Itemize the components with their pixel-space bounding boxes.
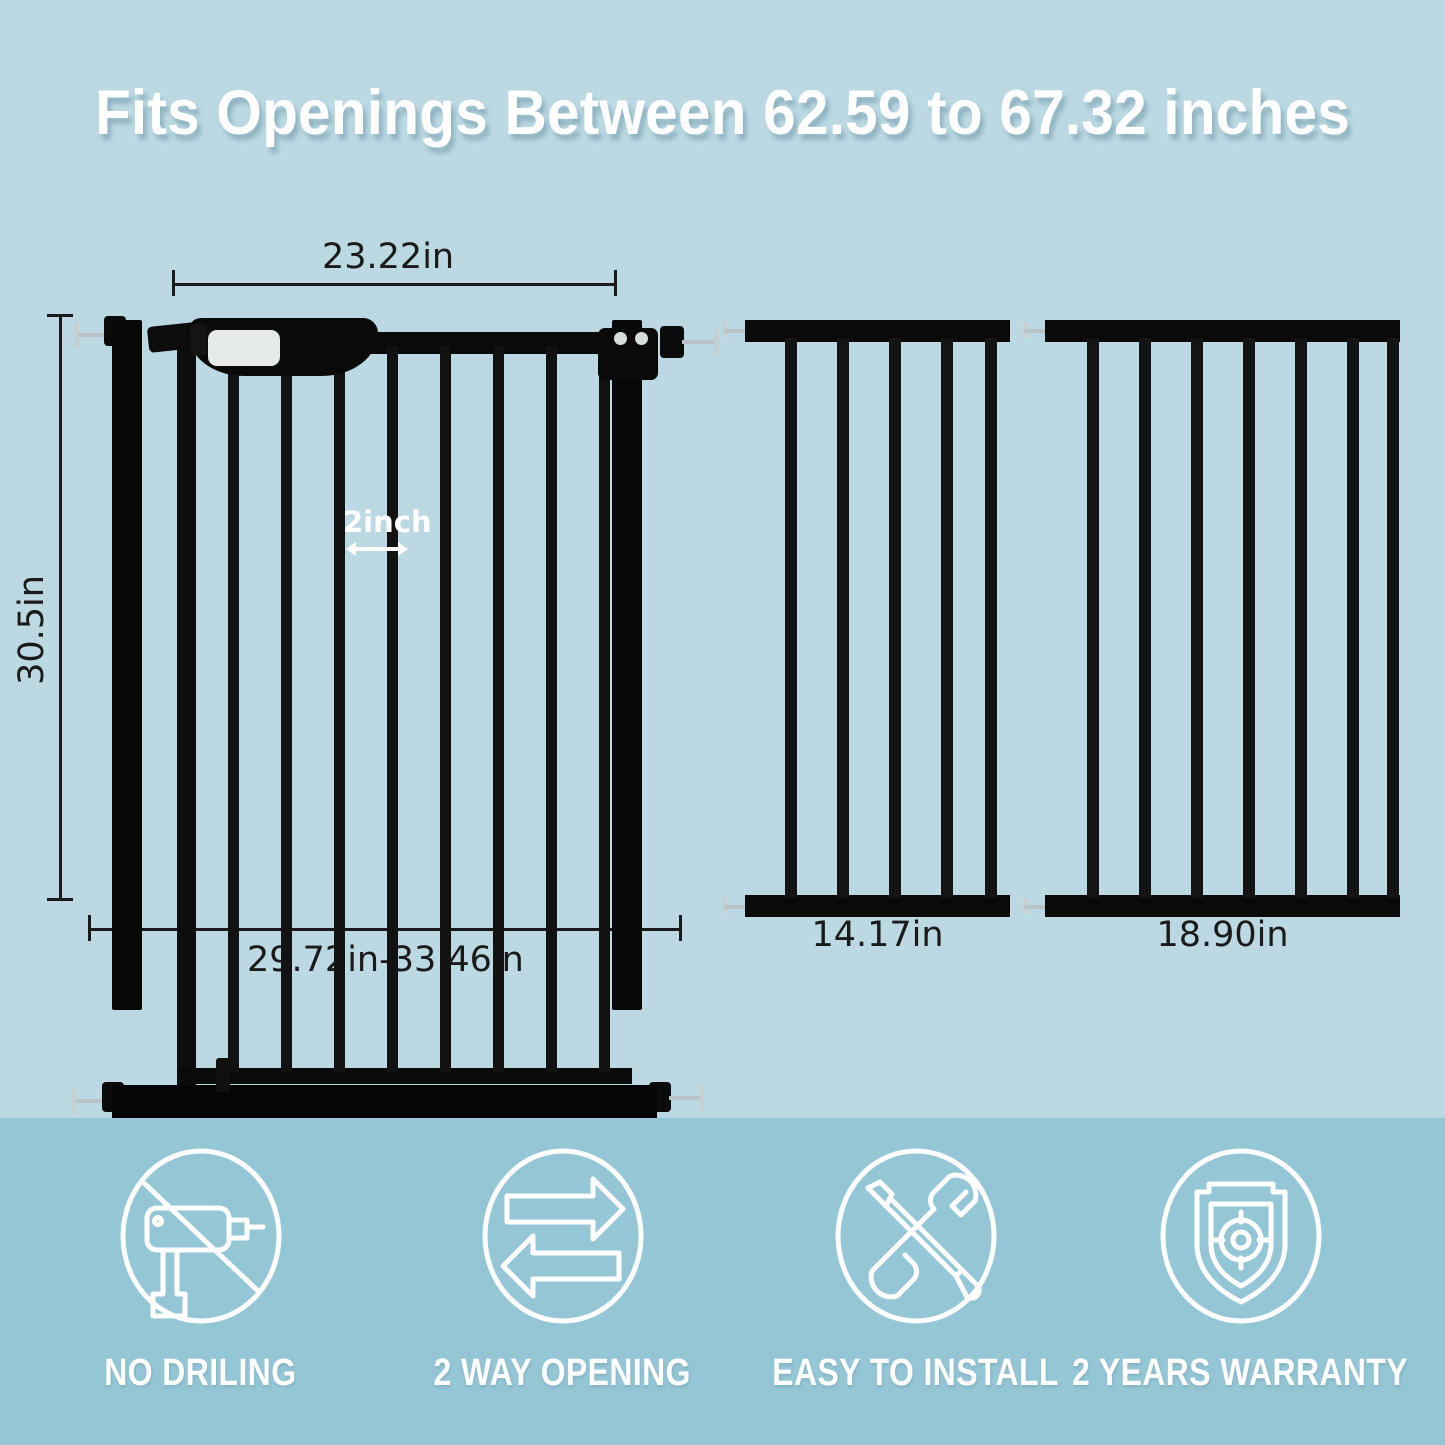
shield-icon [1160, 1148, 1321, 1324]
wall-screw-head-top-right [714, 329, 719, 355]
wall-screw-head-bottom-right [699, 1085, 704, 1111]
feature-no-drilling: NO DRILING [20, 1148, 381, 1438]
dim-bottom-line [88, 928, 682, 931]
dim-height-line [59, 314, 62, 900]
ext1-rod-top [725, 329, 749, 333]
extension-panel-2 [1023, 320, 1400, 920]
wall-screw-head-top-left [74, 322, 79, 348]
feature-warranty: 2 YEARS WARRANTY [1060, 1148, 1421, 1438]
wall-screw-rod-top-left [78, 333, 108, 337]
latch-clip [190, 324, 207, 355]
dim-label-gate-height: 30.5in [11, 575, 52, 685]
ext1-bar [837, 338, 849, 898]
gate-bar [387, 346, 398, 1072]
hinge-pin-icon [614, 332, 627, 345]
feature-label: 2 WAY OPENING [433, 1352, 692, 1394]
ext1-bar [785, 338, 797, 898]
bar-gap-arrow-icon [346, 541, 408, 556]
extension-1-label: 14.17in [811, 915, 944, 955]
ext2-rod-bottom [1025, 905, 1049, 909]
ext2-bar [1387, 338, 1399, 898]
latch-release-button[interactable] [208, 330, 280, 366]
hinge-block [598, 328, 658, 380]
no-drill-icon [120, 1148, 281, 1324]
feature-easy-to-install: EASY TO INSTALL [735, 1148, 1096, 1438]
gate-bar [493, 346, 504, 1072]
ext1-bar [941, 338, 953, 898]
ext2-rail-bottom [1045, 895, 1400, 917]
ext1-rod-bottom [725, 905, 749, 909]
wall-screw-rod-bottom-left [76, 1099, 108, 1103]
gate-bar [281, 346, 292, 1072]
page-title: Fits Openings Between 62.59 to 67.32 inc… [94, 77, 1351, 148]
ext1-bar [889, 338, 901, 898]
ext1-bar [985, 338, 997, 898]
dim-label-gate-top-width: 23.22in [322, 237, 455, 277]
gate-bar [546, 346, 557, 1072]
hinge-pin-icon [635, 332, 648, 345]
features-band: NO DRILING 2 WAY OPENING [0, 1118, 1445, 1445]
frame-post-left [112, 320, 142, 1010]
ext2-bar [1243, 338, 1255, 898]
feature-label: 2 YEARS WARRANTY [1072, 1352, 1409, 1394]
ext2-bar [1347, 338, 1359, 898]
dim-top-line [172, 283, 617, 286]
gate-illustration [72, 310, 719, 1121]
extension-panel-1 [723, 320, 1010, 920]
ext2-bar [1139, 338, 1151, 898]
ext2-rod-top [1025, 329, 1049, 333]
screwdriver-wrench-icon [835, 1148, 996, 1324]
feature-label: EASY TO INSTALL [772, 1352, 1059, 1394]
wall-screw-rod-bottom-right [669, 1096, 701, 1100]
bottom-hinge-stub [216, 1058, 230, 1092]
ext2-bar [1191, 338, 1203, 898]
ext2-bar [1087, 338, 1099, 898]
frame-base-rail [112, 1085, 657, 1121]
door-stile-left [177, 332, 196, 1092]
product-diagram: 23.22in 30.5in 29.72in-33.46in [0, 225, 1445, 1121]
door-rail-bottom [177, 1068, 632, 1084]
dim-label-gate-width-range: 29.72in-33.46in [247, 940, 524, 980]
gate-bar [440, 346, 451, 1072]
wall-screw-head-bottom-left [72, 1088, 77, 1114]
gate-bar [228, 346, 239, 1072]
ext2-rail-top [1045, 320, 1400, 342]
ext2-bar [1295, 338, 1307, 898]
feature-two-way-opening: 2 WAY OPENING [382, 1148, 743, 1438]
wall-screw-rod-top-right [682, 340, 716, 344]
feature-label: NO DRILING [104, 1352, 297, 1394]
gate-bar [334, 346, 345, 1072]
gate-bar [599, 346, 610, 1072]
two-way-arrows-icon [482, 1148, 643, 1324]
frame-post-right [612, 320, 642, 1010]
extension-2-label: 18.90in [1156, 915, 1289, 955]
tension-knob-top-right [660, 326, 684, 358]
ext1-rail-top [745, 320, 1010, 342]
bar-gap-callout: 2inch [343, 505, 432, 556]
ext1-rail-bottom [745, 895, 1010, 917]
bar-gap-label: 2inch [343, 505, 432, 539]
